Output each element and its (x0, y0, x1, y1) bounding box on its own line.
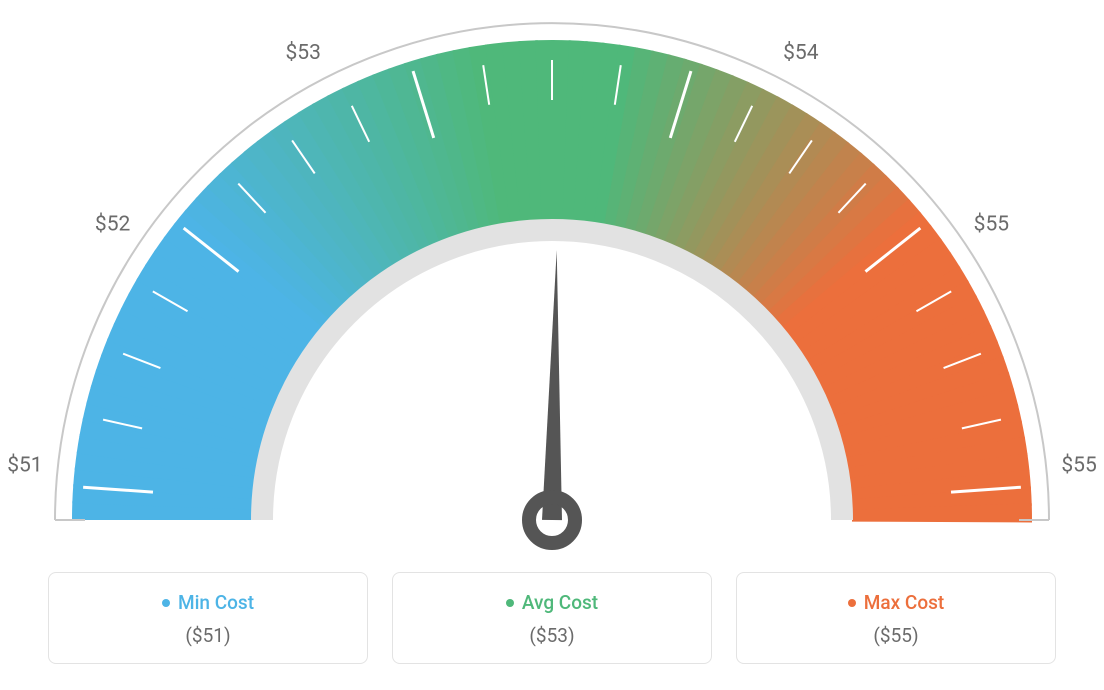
legend-value-avg: ($53) (403, 624, 701, 647)
legend-title-min: Min Cost (162, 591, 254, 614)
legend-value-max: ($55) (747, 624, 1045, 647)
gauge-svg: $51 $52 $53 $53 $54 $55 $55 (0, 0, 1104, 560)
legend-title-avg: Avg Cost (506, 591, 598, 614)
legend-dot-avg (506, 599, 514, 607)
gauge-tick-label: $55 (974, 213, 1009, 237)
gauge-tick-label: $51 (7, 454, 42, 478)
gauge-tick-label: $52 (95, 213, 131, 237)
legend-label-min: Min Cost (178, 591, 254, 614)
gauge-tick-label: $55 (1061, 454, 1096, 478)
legend-card-avg: Avg Cost ($53) (392, 572, 712, 664)
legend-label-avg: Avg Cost (522, 591, 598, 614)
legend-value-min: ($51) (59, 624, 357, 647)
legend-card-max: Max Cost ($55) (736, 572, 1056, 664)
legend-card-min: Min Cost ($51) (48, 572, 368, 664)
legend-dot-max (848, 599, 856, 607)
legend-label-max: Max Cost (864, 591, 944, 614)
legend-row: Min Cost ($51) Avg Cost ($53) Max Cost (… (0, 572, 1104, 664)
gauge-tick-label: $54 (783, 41, 819, 65)
legend-dot-min (162, 599, 170, 607)
gauge-tick-label: $53 (285, 41, 320, 65)
gauge-chart: $51 $52 $53 $53 $54 $55 $55 (0, 0, 1104, 560)
gauge-needle (542, 250, 562, 520)
legend-title-max: Max Cost (848, 591, 944, 614)
gauge-tick-label: $53 (534, 0, 569, 3)
